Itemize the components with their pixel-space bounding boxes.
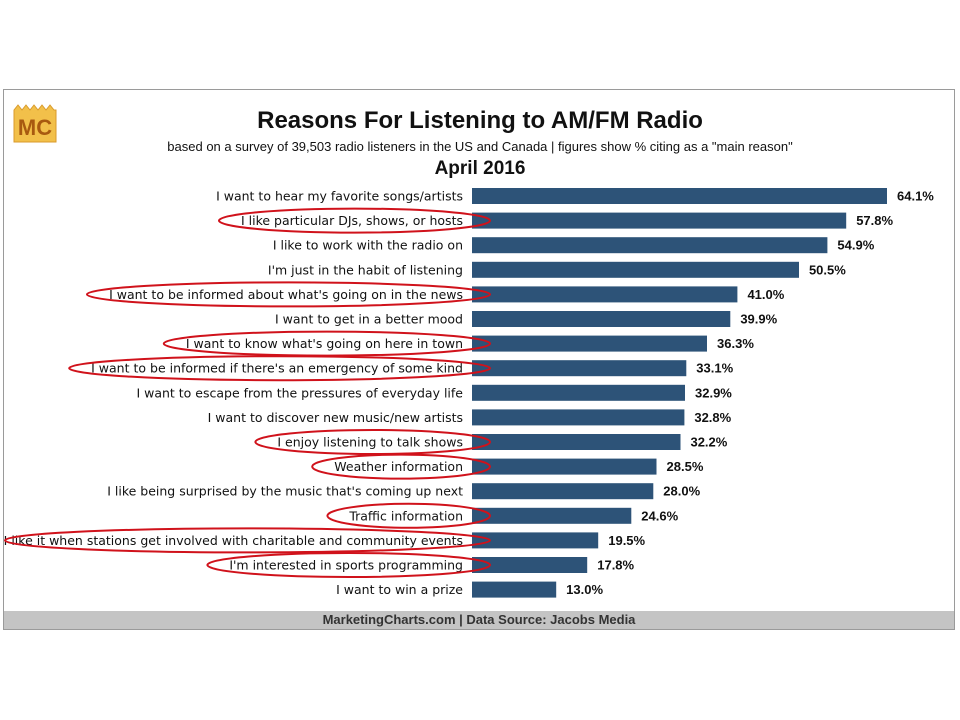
marketingcharts-logo: MC [13,104,57,143]
chart-subtitle: based on a survey of 39,503 radio listen… [167,139,793,154]
category-label: I want to win a prize [336,582,463,597]
chart-date: April 2016 [434,158,526,179]
bar [472,311,731,327]
category-label: I like being surprised by the music that… [107,484,463,499]
category-label: Weather information [334,459,463,474]
category-label: I enjoy listening to talk shows [277,435,463,450]
category-label: I like it when stations get involved wit… [4,533,463,548]
highlight-ellipse [218,207,491,234]
value-label: 19.5% [608,533,645,548]
bar [472,458,657,475]
category-label: Traffic information [348,508,463,523]
bar [472,434,681,450]
highlight-ellipse [326,502,492,529]
svg-text:MC: MC [18,115,52,140]
highlight-ellipse [68,355,491,382]
value-label: 17.8% [597,558,634,573]
bar [472,212,847,229]
highlight-ellipse [254,429,492,455]
bar [472,188,887,204]
value-label: 28.0% [663,484,700,499]
bar [472,557,588,573]
value-label: 28.5% [667,459,704,474]
bar [472,581,557,598]
bar [472,507,632,524]
category-label: I want to be informed about what's going… [109,287,463,302]
category-label: I like particular DJs, shows, or hosts [241,213,463,228]
bar [472,384,685,401]
category-label: I want to get in a better mood [275,312,463,327]
bar [472,237,828,254]
category-label: I'm interested in sports programming [229,558,463,573]
bar [472,360,687,377]
value-label: 33.1% [696,361,733,376]
source-footer: MarketingCharts.com | Data Source: Jacob… [4,611,954,629]
bar [472,409,685,426]
category-label: I want to discover new music/new artists [208,410,463,425]
value-label: 32.8% [694,410,731,425]
value-label: 39.9% [740,312,777,327]
bar [472,532,599,549]
value-label: 24.6% [641,508,678,523]
highlight-ellipse [4,527,491,554]
category-label: I want to escape from the pressures of e… [136,385,463,400]
chart-title: Reasons For Listening to AM/FM Radio [257,107,703,134]
bar [472,483,654,500]
category-label: I want to be informed if there's an emer… [91,361,463,376]
value-label: 57.8% [856,213,893,228]
highlight-ellipse [86,281,491,308]
value-label: 50.5% [809,262,846,277]
category-label: I want to hear my favorite songs/artists [216,189,463,204]
value-label: 41.0% [747,287,784,302]
value-label: 64.1% [897,189,934,204]
value-label: 54.9% [837,238,874,253]
highlight-ellipse [206,552,492,578]
category-label: I like to work with the radio on [273,238,463,253]
highlight-ellipse [311,453,492,480]
category-label: I'm just in the habit of listening [268,262,463,277]
bar [472,335,707,352]
value-label: 36.3% [717,336,754,351]
category-label: I want to know what's going on here in t… [186,336,463,351]
bar [472,261,799,278]
value-label: 32.9% [695,385,732,400]
bar [472,286,738,303]
value-label: 32.2% [690,435,727,450]
value-label: 13.0% [566,582,603,597]
